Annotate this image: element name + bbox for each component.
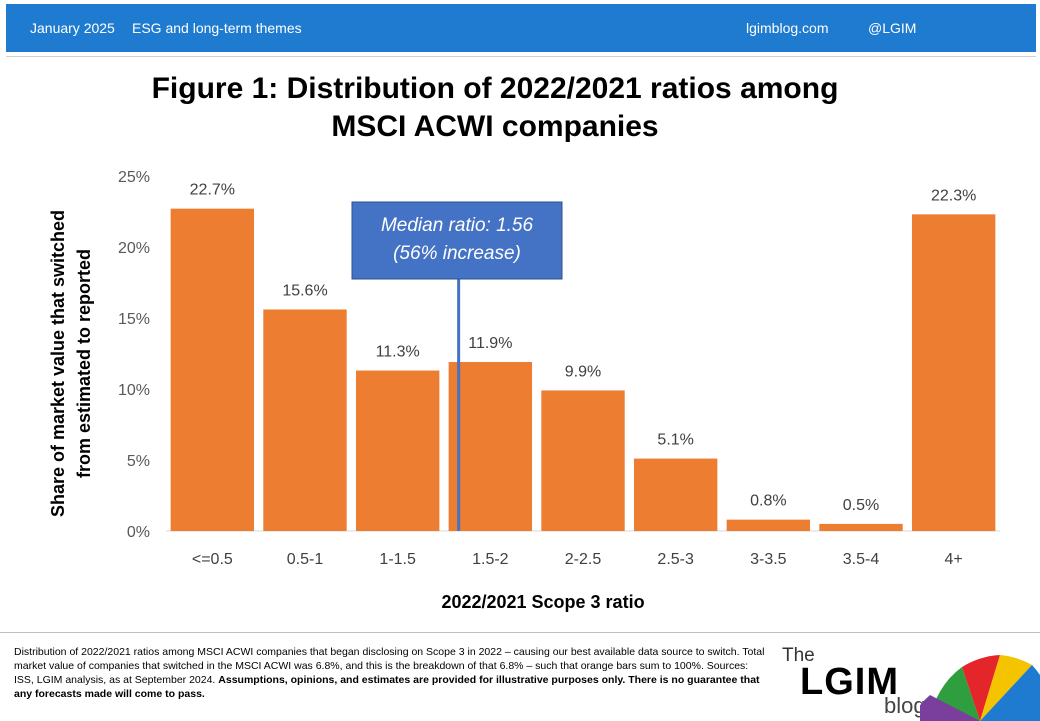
y-tick-label: 20% [118, 240, 150, 257]
x-tick-label: 4+ [945, 551, 963, 568]
median-callout-line1: Median ratio: 1.56 [381, 215, 534, 236]
x-axis-title: 2022/2021 Scope 3 ratio [441, 592, 644, 612]
category-label[interactable]: ESG and long-term themes [132, 20, 302, 36]
y-tick-label: 10% [118, 382, 150, 399]
logo-lgim-text: LGIM [800, 661, 899, 703]
bar [911, 214, 996, 531]
y-axis-title-line2: from estimated to reported [74, 249, 94, 478]
bar [633, 458, 718, 531]
median-callout-line2: (56% increase) [393, 243, 521, 264]
data-label: 9.9% [565, 363, 601, 380]
median-callout-box [351, 201, 563, 280]
umbrella-icon [920, 655, 1040, 721]
footer: Distribution of 2022/2021 ratios among M… [0, 632, 1040, 721]
bar [355, 370, 440, 531]
bar [726, 519, 811, 531]
y-axis-title-line1: Share of market value that switched [48, 210, 68, 517]
post-date: January 2025 [30, 20, 115, 36]
chart-title-line2: MSCI ACWI companies [331, 110, 659, 143]
x-tick-label: 0.5-1 [287, 551, 324, 568]
data-label: 11.3% [376, 344, 420, 361]
x-tick-label: 1.5-2 [472, 551, 509, 568]
site-link[interactable]: lgimblog.com [746, 20, 829, 36]
x-tick-label: <=0.5 [192, 551, 233, 568]
y-tick-label: 25% [118, 169, 150, 186]
x-tick-label: 1-1.5 [379, 551, 416, 568]
twitter-handle-link[interactable]: @LGIM [868, 20, 917, 36]
data-label: 11.9% [468, 335, 512, 352]
data-label: 5.1% [657, 432, 693, 449]
data-label: 15.6% [282, 282, 327, 299]
top-bar: January 2025 ESG and long-term themes lg… [6, 4, 1036, 52]
chart-title-line1: Figure 1: Distribution of 2022/2021 rati… [151, 72, 839, 105]
logo-blog-text: blog [884, 693, 926, 718]
x-tick-label: 3-3.5 [750, 551, 787, 568]
x-tick-label: 3.5-4 [843, 551, 880, 568]
x-tick-label: 2.5-3 [657, 551, 694, 568]
footnote-disclaimer: Assumptions, opinions, and estimates are… [14, 674, 760, 700]
bar [170, 208, 255, 531]
bar-chart: 0% 5% 10% 15% 20% 25% 22.7% <=0.5 15.6% 0.5-1 11.3… [48, 169, 1000, 612]
data-label: 22.3% [931, 187, 976, 204]
data-label: 0.5% [843, 497, 879, 514]
y-tick-label: 15% [118, 311, 150, 328]
bar [263, 309, 347, 531]
y-tick-label: 5% [127, 453, 150, 470]
footnote-text: Distribution of 2022/2021 ratios among M… [14, 646, 765, 686]
y-tick-label: 0% [127, 524, 150, 541]
data-label: 0.8% [750, 493, 786, 510]
bar [819, 523, 903, 531]
bar [541, 390, 625, 531]
bar [448, 362, 533, 531]
lgim-blog-logo[interactable]: The LGIM blog [780, 641, 1040, 721]
footnote: Distribution of 2022/2021 ratios among M… [14, 645, 766, 701]
x-tick-label: 2-2.5 [565, 551, 602, 568]
data-label: 22.7% [190, 182, 235, 199]
logo-the-text: The [782, 645, 815, 666]
chart-title: Figure 1: Distribution of 2022/2021 rati… [0, 70, 990, 146]
